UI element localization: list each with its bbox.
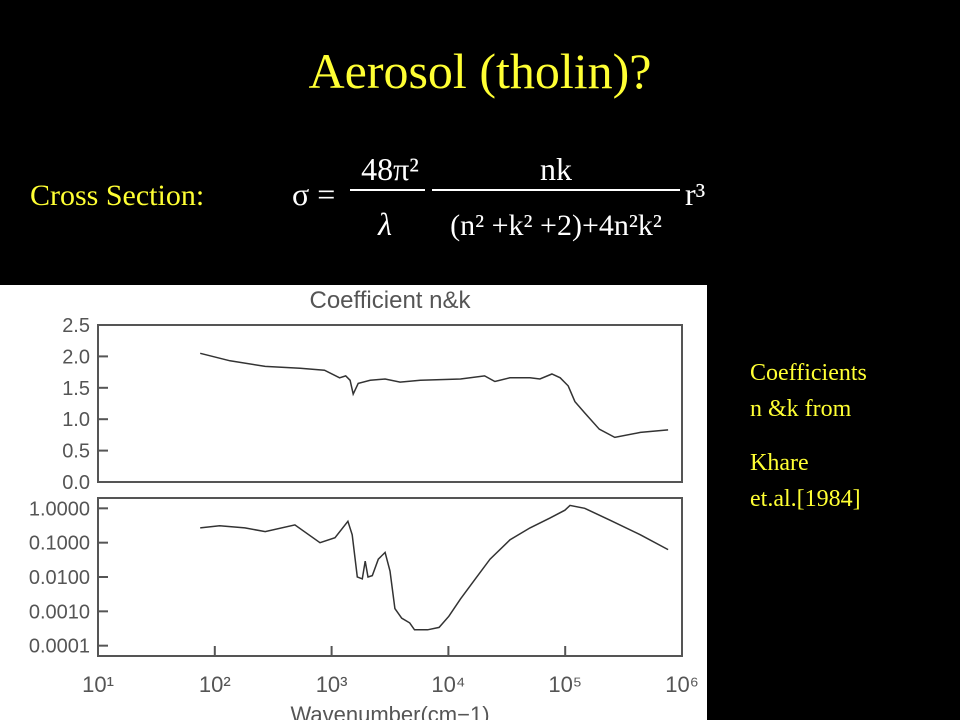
- formula-lhs: σ =: [292, 176, 335, 212]
- y-tick-label: 0.0100: [29, 567, 90, 589]
- slide-title: Aerosol (tholin)?: [309, 43, 652, 99]
- note-line: et.al.[1984]: [750, 486, 861, 512]
- x-tick-label: 10⁴: [431, 672, 465, 697]
- formula-denominator: (n² +k² +2)+4n²k²: [450, 209, 662, 242]
- plot-frame: [97, 324, 683, 483]
- x-axis-label: Wavenumber(cm−1): [290, 702, 489, 720]
- y-tick-label: 1.0: [62, 409, 90, 431]
- y-tick-label: 1.5: [62, 378, 90, 400]
- data-line: [200, 504, 669, 631]
- formula-numerator: 48π²: [361, 151, 419, 187]
- formula-numerator: nk: [540, 151, 572, 187]
- y-tick-label: 0.0010: [29, 601, 90, 623]
- note-line: Khare: [750, 450, 809, 476]
- formula-label: Cross Section:: [30, 179, 204, 212]
- x-tick-label: 10⁵: [548, 672, 582, 697]
- formula-denominator: λ: [377, 206, 392, 242]
- y-tick-label: 0.0: [62, 472, 90, 494]
- y-tick-label: 2.5: [62, 315, 90, 337]
- y-tick-label: 1.0000: [29, 498, 90, 520]
- x-tick-label: 10¹: [82, 672, 114, 697]
- y-tick-label: 2.0: [62, 346, 90, 368]
- y-tick-label: 0.1000: [29, 533, 90, 555]
- formula: σ = 48π² λ nk (n² +k² +2)+4n²k² r³: [292, 151, 705, 242]
- note-line: n &k from: [750, 396, 852, 422]
- x-tick-label: 10²: [199, 672, 231, 697]
- data-line: [200, 352, 669, 439]
- chart-background: [0, 285, 707, 720]
- x-tick-label: 10³: [316, 672, 348, 697]
- chart-title: Coefficient n&k: [310, 287, 472, 314]
- y-tick-label: 0.5: [62, 441, 90, 463]
- formula-factor: r³: [685, 176, 705, 212]
- x-tick-label: 10⁶: [665, 672, 699, 697]
- note: Coefficients n &k from Khare et.al.[1984…: [750, 360, 867, 512]
- y-tick-label: 0.0001: [29, 636, 90, 658]
- note-line: Coefficients: [750, 360, 867, 386]
